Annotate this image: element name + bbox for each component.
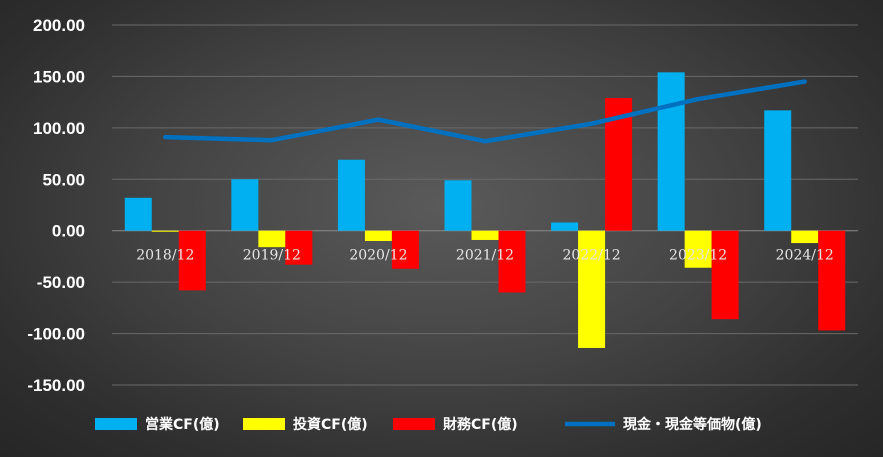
gridlines [112,24,858,386]
bar-investing-cf [471,230,499,240]
legend-item: 営業CF(億) [95,416,220,433]
y-tick-label: 100.00 [33,119,85,138]
y-axis-tick-labels: 200.00 150.00 100.00 50.00 0.00 -50.00 -100.00… [27,16,85,395]
y-tick-label: 0.00 [52,222,85,241]
legend-swatch [243,418,285,430]
legend-label: 現金・現金等価物(億) [623,416,762,433]
legend-item: 現金・現金等価物(億) [565,416,762,433]
legend-label: 財務CF(億) [442,416,518,433]
y-tick-label: 150.00 [33,67,85,86]
x-tick-label: 2023/12 [669,248,727,264]
bar-operating-cf [337,159,365,231]
bar-financing-cf [391,230,419,269]
bar-investing-cf [791,230,819,244]
bar-financing-cf [498,230,526,293]
bar-operating-cf [764,110,792,231]
x-tick-label: 2020/12 [349,248,407,264]
y-tick-label: 200.00 [33,16,85,35]
x-tick-label: 2019/12 [243,248,301,264]
legend: 営業CF(億) 投資CF(億) 財務CF(億) 現金・現金等価物(億) [95,416,762,433]
bar-operating-cf [231,179,259,231]
bar-financing-cf [178,230,206,291]
legend-item: 投資CF(億) [243,416,368,433]
line-cash-equivalents [163,79,807,144]
bar-operating-cf [551,222,579,231]
bar-investing-cf [364,230,392,241]
bar-investing-cf [151,230,179,232]
x-tick-label: 2018/12 [136,248,194,264]
x-tick-label: 2022/12 [562,248,620,264]
y-tick-label: 50.00 [42,170,85,189]
bar-financing-cf [818,230,846,331]
legend-item: 財務CF(億) [393,416,518,433]
x-tick-label: 2021/12 [456,248,514,264]
y-tick-label: -150.00 [27,376,85,395]
bar-operating-cf [124,197,152,231]
bars [124,72,846,348]
bar-operating-cf [657,72,685,231]
x-axis-tick-labels: 2018/12 2019/12 2020/12 2021/12 2022/12 2023/… [136,248,834,264]
y-tick-label: -100.00 [27,325,85,344]
legend-label: 営業CF(億) [145,416,220,433]
bar-investing-cf [684,230,712,268]
legend-swatch [393,418,435,430]
legend-label: 投資CF(億) [293,416,368,433]
bar-investing-cf [258,230,286,248]
x-tick-label: 2024/12 [776,248,834,264]
bar-financing-cf [285,230,313,265]
bar-financing-cf [711,230,739,320]
bar-investing-cf [578,230,606,348]
y-tick-label: -50.00 [37,273,85,292]
legend-swatch [95,418,137,430]
cash-line [163,79,807,144]
bar-operating-cf [444,180,472,231]
